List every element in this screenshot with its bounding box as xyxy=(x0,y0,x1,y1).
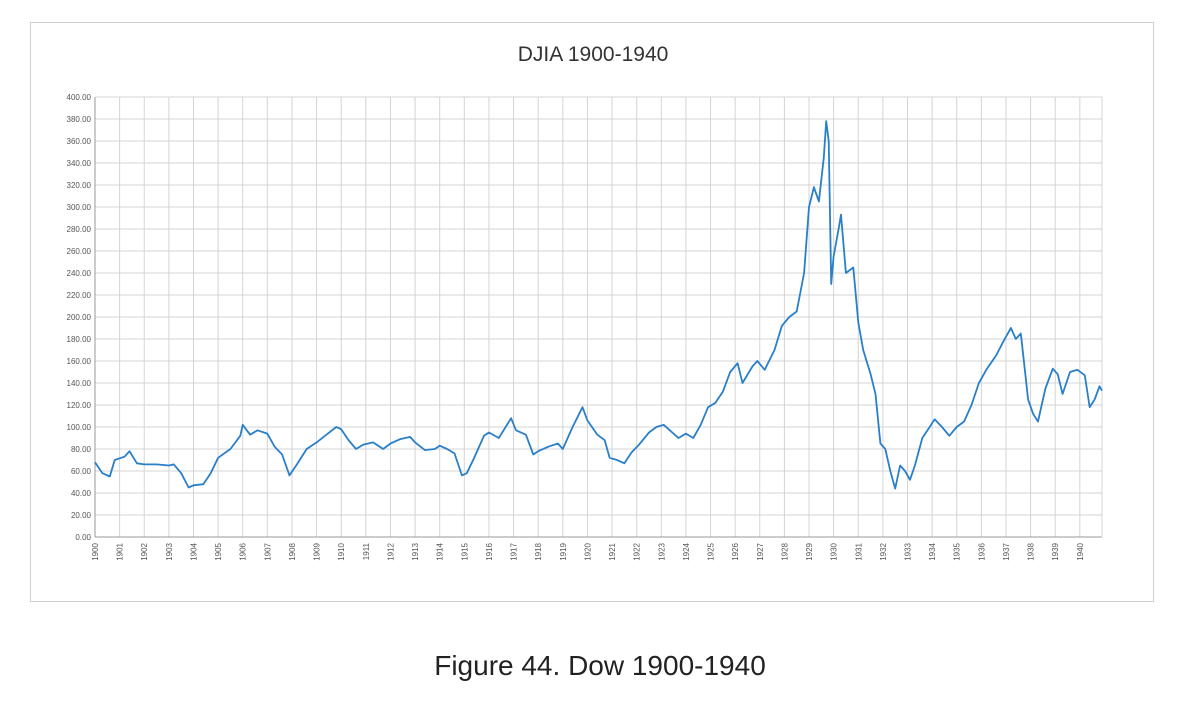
x-tick-label: 1930 xyxy=(830,542,839,560)
x-tick-label: 1916 xyxy=(485,542,494,560)
x-tick-label: 1940 xyxy=(1076,542,1085,560)
x-tick-label: 1939 xyxy=(1051,542,1060,560)
y-tick-label: 60.00 xyxy=(71,467,92,476)
x-tick-label: 1923 xyxy=(657,542,666,560)
chart-plot: 0.00 20.00 40.00 60.00 80.00 100.00 120.00 140.… xyxy=(67,93,1103,561)
y-tick-label: 260.00 xyxy=(67,247,92,256)
x-tick-label: 1911 xyxy=(362,542,371,560)
y-tick-label: 80.00 xyxy=(71,445,92,454)
x-tick-label: 1922 xyxy=(633,542,642,560)
x-tick-label: 1936 xyxy=(977,542,986,560)
x-tick-label: 1934 xyxy=(928,542,937,560)
x-tick-label: 1935 xyxy=(953,542,962,560)
x-tick-label: 1902 xyxy=(140,542,149,560)
y-tick-label: 100.00 xyxy=(67,423,92,432)
y-tick-label: 340.00 xyxy=(67,159,92,168)
y-tick-label: 300.00 xyxy=(67,203,92,212)
x-tick-label: 1905 xyxy=(214,542,223,560)
chart-frame: DJIA 1900-1940 0.00 20.00 40.00 60.00 80.00 1… xyxy=(30,22,1154,602)
x-tick-label: 1926 xyxy=(731,542,740,560)
y-tick-label: 20.00 xyxy=(71,511,92,520)
y-tick-label: 0.00 xyxy=(75,533,91,542)
y-tick-label: 380.00 xyxy=(67,115,92,124)
x-tick-label: 1931 xyxy=(854,542,863,560)
x-tick-label: 1914 xyxy=(436,542,445,560)
x-tick-label: 1927 xyxy=(756,542,765,560)
y-tick-label: 120.00 xyxy=(67,401,92,410)
y-tick-label: 280.00 xyxy=(67,225,92,234)
x-tick-label: 1901 xyxy=(116,542,125,560)
x-tick-label: 1919 xyxy=(559,542,568,560)
x-tick-label: 1907 xyxy=(263,542,272,560)
x-tick-label: 1913 xyxy=(411,542,420,560)
x-tick-label: 1906 xyxy=(239,542,248,560)
figure-caption: Figure 44. Dow 1900-1940 xyxy=(434,650,766,681)
x-tick-label: 1933 xyxy=(903,542,912,560)
chart-title: DJIA 1900-1940 xyxy=(517,43,669,66)
y-tick-label: 360.00 xyxy=(67,137,92,146)
y-tick-label: 160.00 xyxy=(67,357,92,366)
y-tick-label: 220.00 xyxy=(67,291,92,300)
x-tick-label: 1937 xyxy=(1002,542,1011,560)
x-tick-label: 1928 xyxy=(780,542,789,560)
y-tick-label: 320.00 xyxy=(67,181,92,190)
y-tick-label: 240.00 xyxy=(67,269,92,278)
y-tick-label: 200.00 xyxy=(67,313,92,322)
x-tick-label: 1900 xyxy=(91,542,100,560)
y-tick-label: 40.00 xyxy=(71,489,92,498)
y-tick-label: 180.00 xyxy=(67,335,92,344)
x-tick-label: 1921 xyxy=(608,542,617,560)
x-tick-label: 1912 xyxy=(386,542,395,560)
x-tick-label: 1910 xyxy=(337,542,346,560)
x-tick-label: 1908 xyxy=(288,542,297,560)
series-line xyxy=(94,120,1103,490)
x-tick-label: 1915 xyxy=(460,542,469,560)
x-tick-label: 1917 xyxy=(510,542,519,560)
x-tick-label: 1925 xyxy=(707,542,716,560)
y-tick-label: 400.00 xyxy=(67,93,92,102)
x-tick-label: 1918 xyxy=(534,542,543,560)
x-tick-label: 1938 xyxy=(1027,542,1036,560)
y-tick-label: 140.00 xyxy=(67,379,92,388)
x-tick-label: 1932 xyxy=(879,542,888,560)
x-tick-label: 1920 xyxy=(583,542,592,560)
x-tick-label: 1904 xyxy=(189,542,198,560)
x-tick-label: 1924 xyxy=(682,542,691,560)
x-tick-label: 1909 xyxy=(313,542,322,560)
x-tick-label: 1903 xyxy=(165,542,174,560)
x-tick-label: 1929 xyxy=(805,542,814,560)
